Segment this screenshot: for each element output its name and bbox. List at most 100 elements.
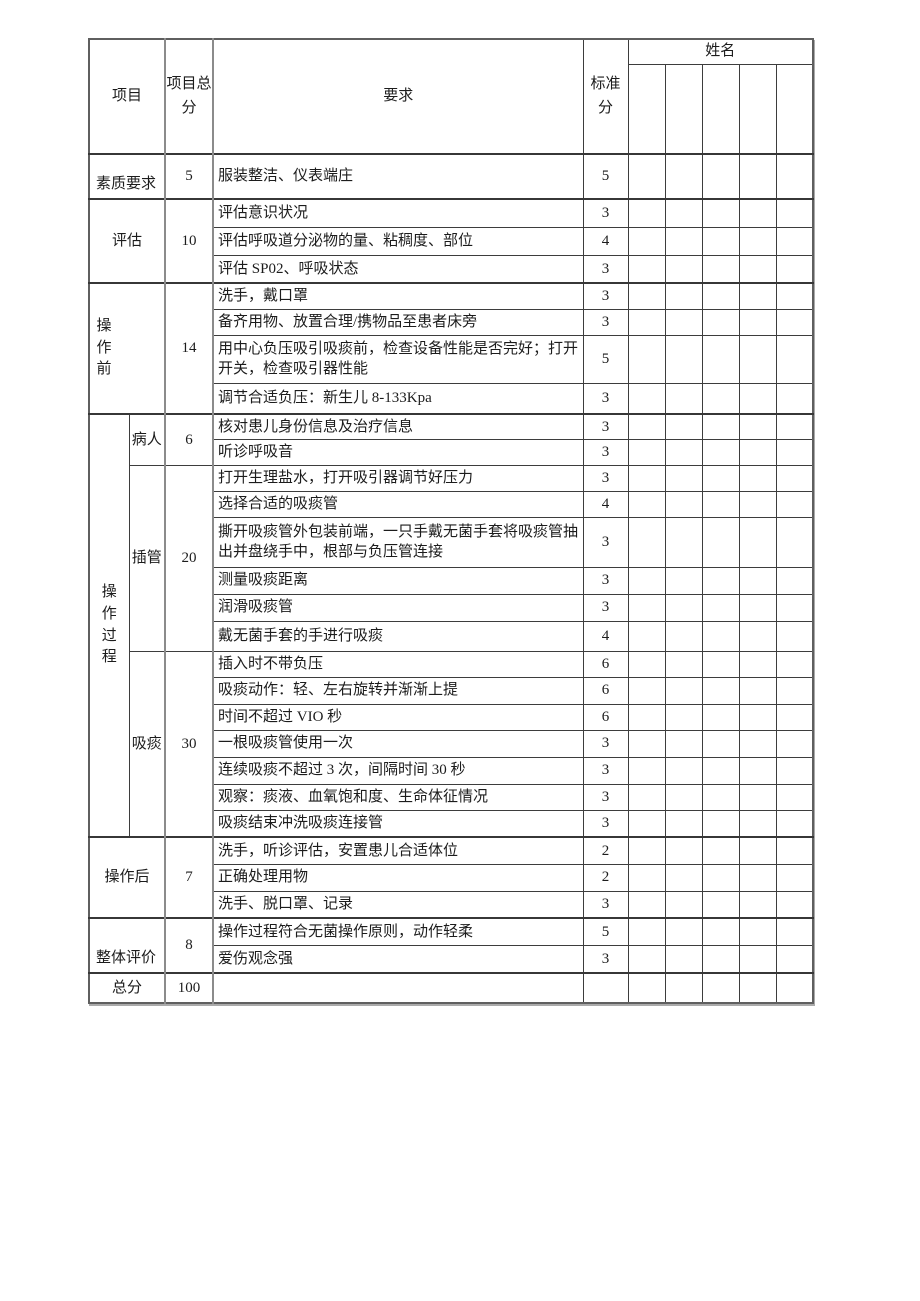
name-score-cell	[627, 944, 666, 974]
name-score-cell	[627, 282, 666, 310]
name-score-cell	[775, 282, 814, 310]
name-score-cell	[664, 650, 703, 678]
name-score-cell	[701, 729, 740, 758]
requirement-cell: 观察：痰液、血氧饱和度、生命体征情况	[212, 783, 584, 811]
name-score-cell	[738, 282, 777, 310]
name-score-cell	[775, 729, 814, 758]
requirement-cell: 连续吸痰不超过 3 次，间隔时间 30 秒	[212, 756, 584, 785]
subsection-label: 插管	[128, 464, 166, 652]
requirement-cell: 评估意识状况	[212, 198, 584, 228]
standard-score-cell: 6	[582, 676, 629, 705]
requirement-cell: 撕开吸痰管外包装前端，一只手戴无菌手套将吸痰管抽出并盘绕手中，根部与负压管连接	[212, 516, 584, 568]
name-score-cell	[775, 972, 814, 1004]
name-score-cell	[664, 836, 703, 865]
subsection-label: 病人	[128, 413, 166, 466]
standard-score-cell: 5	[582, 917, 629, 946]
name-score-cell	[664, 516, 703, 568]
name-score-cell	[701, 282, 740, 310]
name-score-cell	[664, 783, 703, 811]
name-score-cell	[664, 676, 703, 705]
requirement-cell: 评估 SP02、呼吸状态	[212, 254, 584, 284]
name-score-cell	[738, 809, 777, 838]
name-score-cell	[701, 153, 740, 200]
standard-score-cell: 3	[582, 516, 629, 568]
name-score-cell	[627, 254, 666, 284]
name-score-cell	[775, 836, 814, 865]
standard-score-cell: 2	[582, 836, 629, 865]
section-label-pre-operation: 操作前	[88, 282, 166, 415]
name-score-cell	[627, 226, 666, 256]
section-total-score: 5	[164, 153, 215, 200]
name-score-cell	[775, 439, 814, 466]
requirement-cell: 一根吸痰管使用一次	[212, 729, 584, 758]
name-score-cell	[701, 756, 740, 785]
name-score-cell	[775, 944, 814, 974]
requirement-cell: 吸痰动作：轻、左右旋转并渐渐上提	[212, 676, 584, 705]
name-score-cell	[701, 593, 740, 622]
name-score-cell	[738, 917, 777, 946]
requirement-cell: 调节合适负压：新生儿 8-133Kpa	[212, 382, 584, 415]
name-score-cell	[775, 382, 814, 415]
name-score-cell	[627, 516, 666, 568]
header-name-blank-cell	[627, 63, 666, 155]
requirement-cell: 服装整洁、仪表端庄	[212, 153, 584, 200]
name-score-cell	[664, 153, 703, 200]
name-score-cell	[738, 593, 777, 622]
name-score-cell	[775, 413, 814, 441]
requirement-cell: 洗手，戴口罩	[212, 282, 584, 310]
name-score-cell	[627, 439, 666, 466]
name-score-cell	[775, 464, 814, 492]
name-score-cell	[664, 413, 703, 441]
standard-score-cell: 3	[582, 198, 629, 228]
name-score-cell	[701, 783, 740, 811]
name-score-cell	[664, 944, 703, 974]
name-score-cell	[738, 153, 777, 200]
name-score-cell	[701, 890, 740, 919]
name-score-cell	[701, 334, 740, 384]
requirement-cell: 吸痰结束冲洗吸痰连接管	[212, 809, 584, 838]
name-score-cell	[627, 650, 666, 678]
header-requirement: 要求	[212, 38, 584, 155]
standard-score-cell: 4	[582, 490, 629, 518]
name-score-cell	[738, 944, 777, 974]
section-total-score: 14	[164, 282, 215, 415]
name-score-cell	[738, 756, 777, 785]
requirement-cell: 戴无菌手套的手进行吸痰	[212, 620, 584, 652]
name-score-cell	[627, 464, 666, 492]
name-score-cell	[738, 413, 777, 441]
standard-score-cell: 3	[582, 464, 629, 492]
name-score-cell	[627, 413, 666, 441]
name-score-cell	[738, 226, 777, 256]
name-score-cell	[627, 729, 666, 758]
name-score-cell	[627, 676, 666, 705]
standard-score-cell: 3	[582, 890, 629, 919]
name-score-cell	[664, 593, 703, 622]
name-score-cell	[701, 944, 740, 974]
header-project: 项目	[88, 38, 166, 155]
section-label-operation-process: 操作过程	[88, 413, 130, 838]
name-score-cell	[738, 890, 777, 919]
name-score-cell	[738, 516, 777, 568]
name-score-cell	[664, 464, 703, 492]
header-name-blank-cell	[664, 63, 703, 155]
standard-score-cell: 3	[582, 593, 629, 622]
name-score-cell	[775, 198, 814, 228]
requirement-cell: 时间不超过 VIO 秒	[212, 703, 584, 731]
name-score-cell	[775, 593, 814, 622]
name-score-cell	[627, 566, 666, 595]
name-score-cell	[738, 729, 777, 758]
section-total-score: 10	[164, 198, 215, 284]
requirement-cell: 正确处理用物	[212, 863, 584, 892]
standard-score-cell: 4	[582, 620, 629, 652]
name-score-cell	[701, 226, 740, 256]
name-score-cell	[775, 917, 814, 946]
name-score-cell	[664, 490, 703, 518]
standard-score-cell: 3	[582, 413, 629, 441]
section-total-score: 100	[164, 972, 215, 1004]
requirement-cell: 测量吸痰距离	[212, 566, 584, 595]
requirement-cell: 选择合适的吸痰管	[212, 490, 584, 518]
name-score-cell	[701, 308, 740, 336]
requirement-cell: 打开生理盐水，打开吸引器调节好压力	[212, 464, 584, 492]
name-score-cell	[738, 676, 777, 705]
name-score-cell	[664, 282, 703, 310]
